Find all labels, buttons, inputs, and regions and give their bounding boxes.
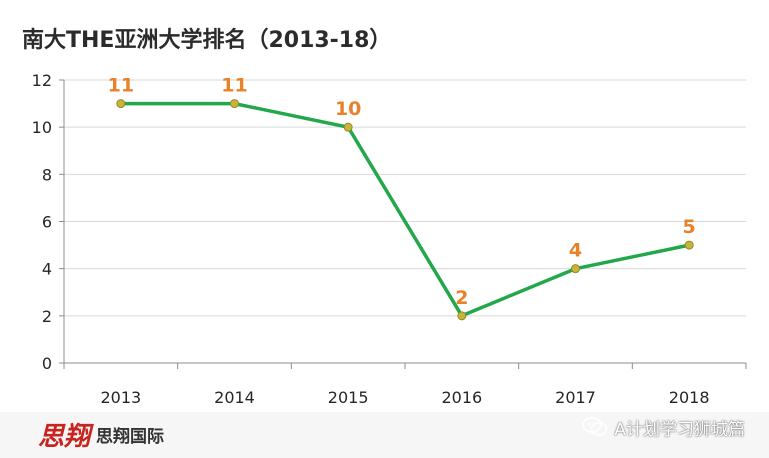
data-label-2018: 5: [683, 216, 696, 238]
data-label-2016: 2: [455, 287, 468, 309]
x-tick-label-2015: 2015: [328, 388, 369, 407]
x-tick-label-2017: 2017: [555, 388, 596, 407]
data-point-2016: [457, 311, 467, 321]
data-label-2014: 11: [221, 75, 247, 97]
data-label-2013: 11: [108, 75, 134, 97]
data-point-2017: [571, 264, 580, 274]
y-tick-label-0: 0: [42, 354, 52, 373]
watermark: A计划学习狮城篇: [582, 414, 745, 440]
x-tick-label-2014: 2014: [214, 388, 255, 407]
data-point-2015: [343, 122, 353, 132]
watermark-text: A计划学习狮城篇: [614, 419, 745, 440]
logo-text: 思翔国际: [96, 427, 165, 447]
y-tick-label-6: 6: [42, 213, 52, 232]
data-label-2017: 4: [569, 240, 582, 262]
y-tick-label-8: 8: [42, 165, 52, 184]
data-point-2014: [230, 99, 239, 109]
x-tick-label-2016: 2016: [441, 388, 482, 407]
line-chart: 0 2 4 6 8 10 12 2013 2014 2015 2016 2017 2018 11 11 10 2…: [32, 71, 747, 407]
logo-mark: 思翔: [38, 422, 91, 452]
y-tick-label-12: 12: [32, 71, 52, 90]
footer-bar: [0, 412, 769, 458]
chart-title: 南大THE亚洲大学排名（2013-18）: [22, 28, 392, 53]
series-line-0: [119, 101, 691, 318]
y-tick-label-4: 4: [42, 260, 52, 279]
y-tick-label-10: 10: [32, 118, 52, 137]
x-tick-label-2013: 2013: [100, 388, 141, 407]
data-point-2018: [684, 240, 694, 250]
x-tick-label-2018: 2018: [669, 388, 710, 407]
wechat-icon: [582, 417, 608, 436]
footer-logo: 思翔 思翔国际: [38, 422, 164, 452]
data-point-2013: [116, 99, 126, 109]
data-label-2015: 10: [335, 98, 361, 120]
y-tick-label-2: 2: [42, 307, 52, 326]
